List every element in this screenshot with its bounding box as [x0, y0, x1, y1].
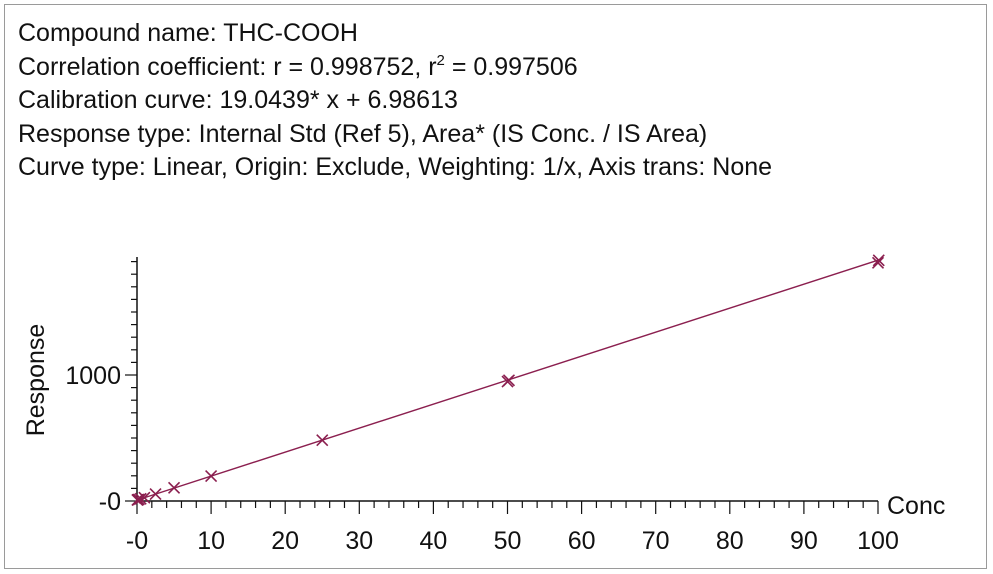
x-tick-label: 80 [716, 527, 744, 555]
x-tick-label: 70 [642, 527, 670, 555]
correlation-superscript: 2 [436, 51, 445, 69]
x-tick-label: 90 [790, 527, 818, 555]
y-axis-title: Response [22, 324, 50, 437]
compound-label: Compound name: [18, 19, 217, 47]
data-point [138, 491, 151, 504]
fit-line-group [136, 259, 879, 501]
data-point [316, 434, 329, 447]
x-tick-label: -0 [126, 527, 148, 555]
data-point [134, 492, 147, 505]
compound-value: THC-COOH [223, 19, 358, 47]
response-type-line: Response type: Internal Std (Ref 5), Are… [18, 119, 708, 148]
calibration-info: Compound name: THC-COOH Correlation coef… [18, 17, 772, 185]
correlation-suffix: = 0.997506 [444, 52, 578, 81]
data-point [149, 488, 162, 501]
y-tick-label: -0 [99, 488, 121, 516]
data-point [205, 469, 218, 483]
curve-type-line: Curve type: Linear, Origin: Exclude, Wei… [18, 153, 773, 181]
data-point [167, 481, 181, 494]
correlation-prefix: Correlation coefficient: r = 0.998752, r [18, 52, 437, 81]
compound-name-line: Compound name: THC-COOH [18, 17, 772, 51]
fit-line [136, 259, 879, 501]
x-axis-title: Conc [887, 492, 945, 520]
data-point [502, 374, 516, 387]
x-tick-label: 30 [345, 527, 373, 555]
x-tick-label: 60 [568, 527, 596, 555]
chart-frame [4, 4, 987, 569]
y-tick-label: 1000 [65, 362, 121, 390]
correlation-line: Correlation coefficient: r = 0.998752, r… [18, 51, 772, 85]
x-tick-label: 20 [271, 527, 299, 555]
axes: -0 10 20 30 40 50 60 70 80 90 100 -0 1000 [65, 257, 899, 555]
x-tick-label: 40 [419, 527, 447, 555]
x-tick-label: 10 [197, 527, 225, 555]
data-point [872, 254, 885, 267]
x-tick-label: 100 [857, 527, 899, 555]
data-point [871, 256, 885, 269]
calibration-curve-line: Calibration curve: 19.0439* x + 6.98613 [18, 86, 458, 114]
x-tick-label: 50 [494, 527, 522, 555]
data-points [131, 254, 885, 507]
